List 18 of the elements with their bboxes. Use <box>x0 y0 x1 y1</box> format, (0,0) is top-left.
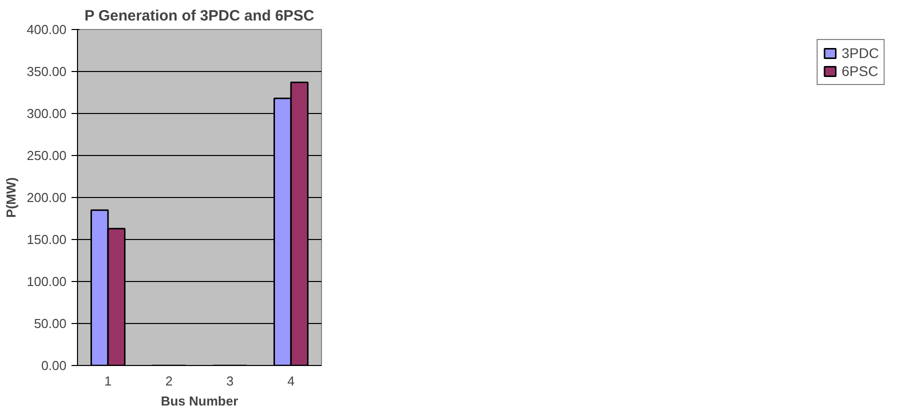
legend-label: 3PDC <box>842 45 879 61</box>
y-tick-label: 250.00 <box>26 148 67 163</box>
x-tick-label: 3 <box>226 374 234 388</box>
chart-title: P Generation of 3PDC and 6PSC <box>84 8 314 24</box>
x-tick-label: 4 <box>287 374 295 388</box>
y-tick-label: 350.00 <box>26 64 67 79</box>
y-tick-label: 100.00 <box>26 274 67 289</box>
y-tick-label: 150.00 <box>26 232 67 247</box>
y-tick-label: 0.00 <box>41 358 67 373</box>
y-axis-title: P(MW) <box>4 177 19 218</box>
y-tick-label: 50.00 <box>34 316 67 331</box>
y-tick-label: 400.00 <box>26 22 67 37</box>
y-tick-label: 300.00 <box>26 106 67 121</box>
x-axis-title: Bus Number <box>160 394 238 408</box>
legend-label: 6PSC <box>842 63 878 79</box>
x-tick-label: 1 <box>104 374 112 388</box>
x-tick-label: 2 <box>165 374 173 388</box>
y-tick-label: 200.00 <box>26 190 67 205</box>
